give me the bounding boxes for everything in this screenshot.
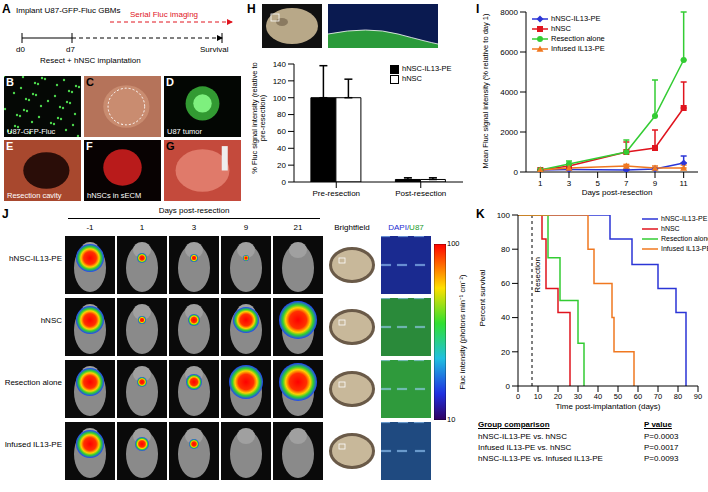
html-text:d0: d0 — [16, 45, 25, 54]
html-text:hNSCs in sECM: hNSCs in sECM — [87, 191, 142, 200]
svg-text:140: 140 — [273, 60, 287, 69]
svg-text:2000: 2000 — [500, 128, 518, 137]
svg-text:60: 60 — [277, 127, 286, 136]
html-text:P value: P value — [644, 420, 672, 429]
html-text:Survival: Survival — [200, 45, 229, 54]
html-text:hNSC-IL13-PE: hNSC-IL13-PE — [661, 215, 708, 222]
svg-text:Resection: Resection — [533, 257, 542, 293]
html-text:21: 21 — [293, 223, 303, 232]
html-text:3: 3 — [191, 223, 197, 232]
html-text:E: E — [6, 140, 14, 152]
html-text:J: J — [2, 207, 9, 221]
html-text:Resect + hNSC implantation: Resect + hNSC implantation — [40, 56, 141, 65]
svg-text:80: 80 — [501, 245, 510, 254]
svg-text:0: 0 — [514, 168, 519, 177]
svg-text:0: 0 — [282, 178, 287, 187]
svg-text:50: 50 — [614, 392, 622, 401]
html-text:H: H — [247, 2, 256, 16]
html-text:DAPI / U87: DAPI / U87 — [388, 223, 424, 232]
svg-text:20: 20 — [501, 348, 510, 357]
html-text:Days post-resection: Days post-resection — [581, 188, 653, 197]
html-text:hNSC-IL13-PE: hNSC-IL13-PE — [402, 64, 452, 73]
html-text:hNSC-IL13-PE: hNSC-IL13-PE — [9, 254, 62, 263]
html-text:Days post-resection: Days post-resection — [158, 206, 230, 215]
html-text:D: D — [166, 76, 174, 88]
html-text:Infused IL13-PE: Infused IL13-PE — [551, 44, 605, 53]
html-text:d7: d7 — [66, 45, 75, 54]
svg-text:60: 60 — [501, 279, 510, 288]
html-text:Infused IL13-PE: Infused IL13-PE — [4, 440, 62, 449]
svg-text:3: 3 — [567, 179, 572, 188]
svg-text:20: 20 — [277, 161, 286, 170]
svg-text:7: 7 — [624, 179, 629, 188]
html-text:hNSC: hNSC — [551, 24, 571, 33]
html-text:hNSC-IL13-PE: hNSC-IL13-PE — [551, 14, 601, 23]
html-text:Time post-implantation (days): Time post-implantation (days) — [555, 402, 661, 411]
svg-text:0: 0 — [506, 382, 511, 391]
svg-text:Post-resection: Post-resection — [395, 189, 446, 198]
html-text:100: 100 — [447, 239, 460, 248]
html-text:hNSC: hNSC — [40, 316, 62, 325]
html-text:Percent survival: Percent survival — [477, 269, 487, 327]
svg-text:10: 10 — [534, 392, 542, 401]
svg-text:40: 40 — [501, 313, 510, 322]
svg-text:90: 90 — [694, 392, 700, 401]
html-text:Implant U87-GFP-Fluc GBMs: Implant U87-GFP-Fluc GBMs — [16, 6, 121, 15]
html-text:C: C — [86, 76, 94, 88]
html-text:Group comparison: Group comparison — [478, 420, 550, 429]
html-text:B: B — [6, 76, 14, 88]
svg-text:40: 40 — [277, 144, 286, 153]
svg-text:80: 80 — [674, 392, 682, 401]
html-text:A: A — [2, 2, 11, 16]
svg-text:11: 11 — [680, 179, 689, 188]
html-text:Resection cavity: Resection cavity — [7, 191, 62, 200]
html-text:-1: -1 — [86, 223, 94, 232]
html-text:hNSC: hNSC — [402, 74, 422, 83]
html-text:U87 tumor: U87 tumor — [167, 127, 202, 136]
svg-text:0: 0 — [516, 392, 520, 401]
html-text:Infused IL13-PE vs. hNSC: Infused IL13-PE vs. hNSC — [478, 443, 572, 452]
html-text:F: F — [86, 140, 93, 152]
html-text:9: 9 — [243, 223, 249, 232]
html-text:hNSC-IL13-PE vs. hNSC: hNSC-IL13-PE vs. hNSC — [478, 432, 567, 441]
html-text:hNSC: hNSC — [661, 225, 680, 232]
svg-text:120: 120 — [273, 77, 287, 86]
svg-text:100: 100 — [273, 94, 287, 103]
html-text:Serial Fluc imaging: Serial Fluc imaging — [130, 10, 198, 19]
html-text:1: 1 — [139, 223, 145, 232]
html-text:Fluc intensity (photons min⁻¹: Fluc intensity (photons min⁻¹ cm⁻²) — [457, 274, 467, 390]
html-text:P=0.0017: P=0.0017 — [644, 443, 679, 452]
svg-text:5: 5 — [595, 179, 600, 188]
svg-text:40: 40 — [594, 392, 602, 401]
html-text:Resection alone: Resection alone — [4, 378, 62, 387]
html-text:Brightfield: Brightfield — [334, 223, 370, 232]
html-text:hNSC-IL13-PE vs. Infused IL13-: hNSC-IL13-PE vs. Infused IL13-PE — [478, 454, 603, 463]
svg-text:70: 70 — [654, 392, 662, 401]
svg-text:Pre-resection: Pre-resection — [312, 189, 360, 198]
svg-text:20: 20 — [554, 392, 562, 401]
html-text:P=0.0003: P=0.0003 — [644, 432, 679, 441]
svg-text:4000: 4000 — [500, 88, 518, 97]
svg-text:30: 30 — [574, 392, 582, 401]
svg-text:80: 80 — [277, 110, 286, 119]
html-text:G: G — [166, 140, 175, 152]
html-text:10: 10 — [447, 415, 456, 424]
html-text:I: I — [476, 2, 480, 16]
svg-text:1: 1 — [538, 179, 543, 188]
html-text:% Fluc signal intensity (relat: % Fluc signal intensity (relative to pre… — [248, 61, 266, 174]
svg-text:100: 100 — [497, 211, 511, 220]
html-text:Mean Fluc signal intensity (%: Mean Fluc signal intensity (% relative t… — [479, 13, 489, 168]
svg-text:8000: 8000 — [500, 8, 518, 17]
svg-text:6000: 6000 — [500, 48, 518, 57]
html-text:Resection alone: Resection alone — [551, 34, 605, 43]
html-text:K: K — [476, 207, 485, 221]
svg-text:9: 9 — [653, 179, 658, 188]
svg-text:60: 60 — [634, 392, 642, 401]
html-text:U87-GFP-Fluc: U87-GFP-Fluc — [7, 127, 56, 136]
html-text:P=0.0093: P=0.0093 — [644, 454, 679, 463]
